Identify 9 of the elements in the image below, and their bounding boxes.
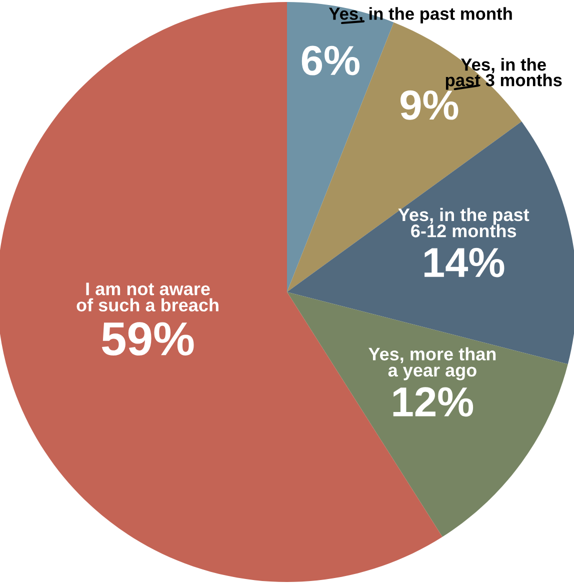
slice-label: Yes, more than a year ago: [368, 347, 496, 380]
data-label: 9%: [400, 90, 458, 120]
slice-label: Yes, in the past month: [328, 7, 512, 24]
data-label: 59%: [102, 322, 194, 356]
slice-label: Yes, in the past 6-12 months: [398, 208, 530, 238]
data-label: 12%: [393, 387, 474, 417]
data-label: 14%: [424, 248, 504, 278]
data-label: 6%: [302, 46, 360, 76]
slice-label: I am not aware of such a breach: [76, 282, 218, 312]
